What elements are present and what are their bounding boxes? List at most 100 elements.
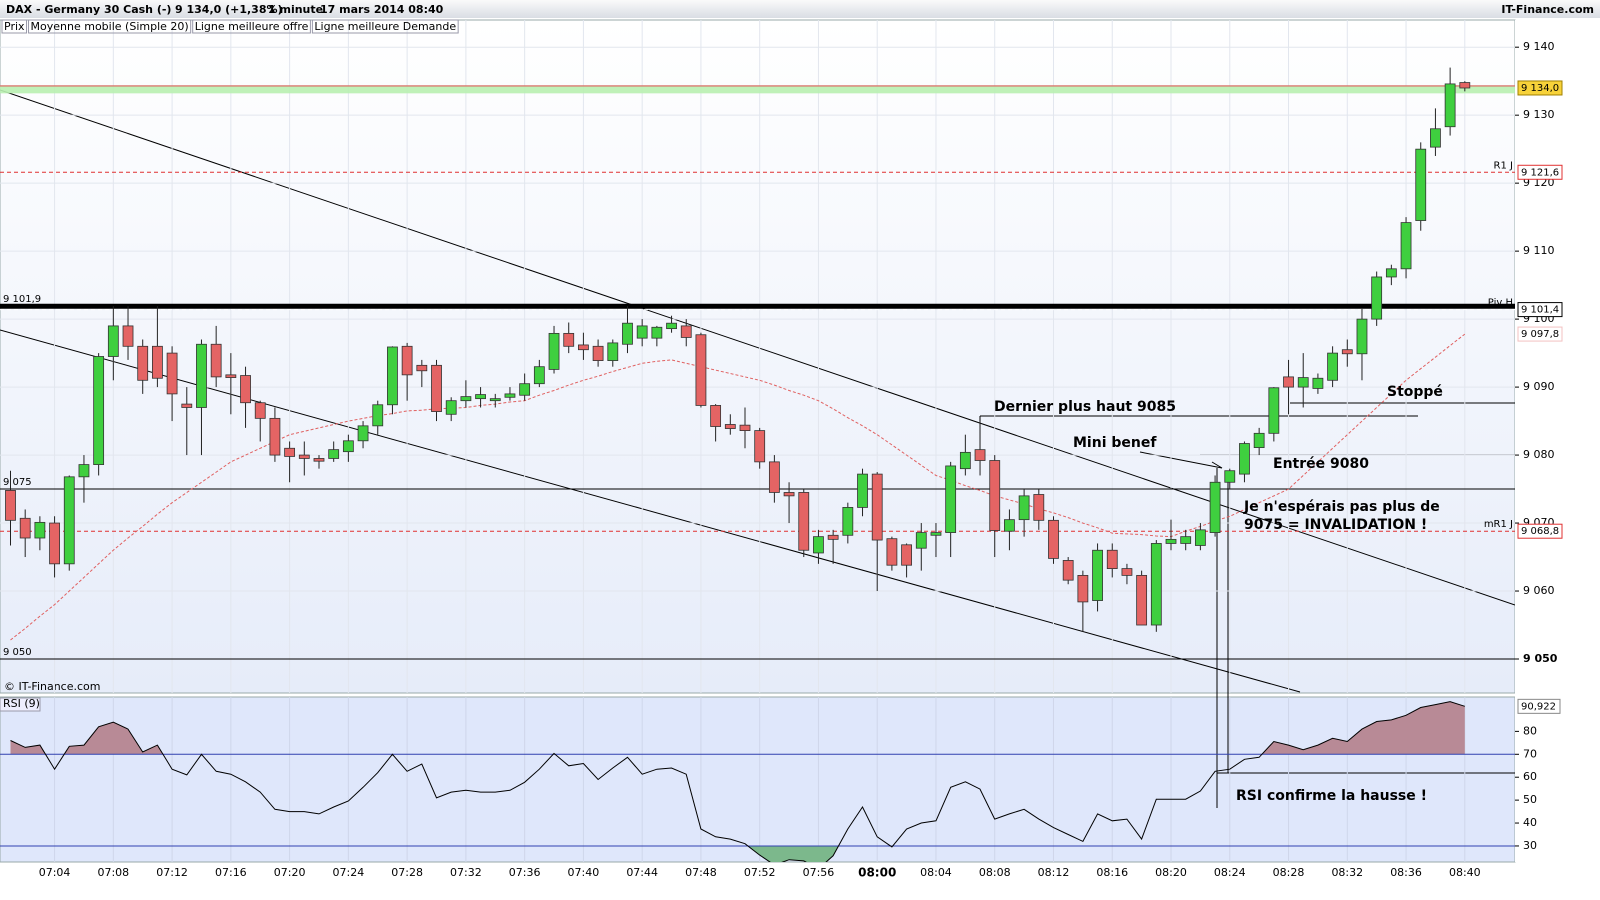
level-label: 9 101,9 xyxy=(3,294,41,305)
x-tick-label: 08:20 xyxy=(1155,866,1187,879)
rsi-tick-label: 30 xyxy=(1523,839,1537,852)
candle-body xyxy=(548,332,560,370)
candle-body xyxy=(1341,349,1353,355)
candle-body xyxy=(1165,538,1177,544)
candle-body xyxy=(298,454,310,459)
candle-body xyxy=(798,492,810,551)
candle-body xyxy=(930,532,942,536)
pivot-label: 9 121,6 xyxy=(1521,167,1559,178)
rsi-tick-label: 70 xyxy=(1523,747,1537,760)
x-tick-label: 07:20 xyxy=(274,866,306,879)
candle-body xyxy=(1239,443,1250,475)
candle-body xyxy=(166,352,178,395)
moving-average xyxy=(10,333,1466,641)
candle-body xyxy=(563,332,575,347)
x-tick-label: 07:52 xyxy=(744,866,776,879)
candle-body xyxy=(1385,268,1397,278)
candle-body xyxy=(93,356,105,465)
candle-body xyxy=(1268,387,1280,434)
pivot-name: R1 J xyxy=(1494,160,1513,171)
candle-body xyxy=(1327,352,1338,381)
rsi-layer xyxy=(0,697,1515,862)
candle-body xyxy=(210,343,222,378)
candle-body xyxy=(372,404,384,427)
candle-body xyxy=(578,344,589,351)
candle-body xyxy=(328,449,340,459)
x-tick-label: 07:08 xyxy=(97,866,129,879)
candle-body xyxy=(34,521,46,539)
pivot-box xyxy=(1517,164,1563,180)
candle-body xyxy=(1312,377,1324,389)
rsi-tick-label: 50 xyxy=(1523,793,1537,806)
x-tick-label: 07:44 xyxy=(626,866,658,879)
legend-box xyxy=(311,19,459,34)
candle-body xyxy=(1121,568,1133,576)
y-tick-label: 9 140 xyxy=(1523,40,1555,53)
candle-body xyxy=(1283,376,1294,388)
rsi-line xyxy=(10,701,1465,862)
candle-body xyxy=(1415,148,1427,221)
x-tick-label: 08:40 xyxy=(1449,866,1481,879)
candle-body xyxy=(666,322,677,330)
candle-body xyxy=(813,536,824,554)
candle-body xyxy=(1209,481,1221,533)
candle-body xyxy=(504,393,516,398)
candle-body xyxy=(1356,318,1368,355)
candle-body xyxy=(475,394,486,400)
candle-body xyxy=(651,326,663,339)
annotation-arrow xyxy=(1211,461,1223,469)
candle-body xyxy=(827,534,839,540)
pivot-name: Piv H xyxy=(1488,298,1513,309)
candle-body xyxy=(1194,529,1206,546)
x-tick-label: 08:08 xyxy=(979,866,1011,879)
candle-body xyxy=(1371,276,1383,320)
candle-body xyxy=(1400,222,1412,270)
candle-body xyxy=(533,366,545,385)
candle-body xyxy=(1430,128,1441,148)
legend-entry: Ligne meilleure offre xyxy=(195,20,309,33)
rsi-overbought-fill xyxy=(10,701,1465,755)
trend-line xyxy=(0,89,1515,606)
candle-body xyxy=(137,345,149,381)
annotation: Mini benef xyxy=(1073,435,1157,451)
candle-body xyxy=(1180,536,1192,544)
y-tick-label: 9 080 xyxy=(1523,448,1555,461)
candle-body xyxy=(592,345,604,361)
date: 17 mars 2014 08:40 xyxy=(320,3,444,16)
annotation: 9075 = INVALIDATION ! xyxy=(1244,517,1427,533)
x-tick-label: 08:00 xyxy=(858,866,896,880)
level-label: 9 075 xyxy=(3,477,32,488)
legend-entry: Prix xyxy=(4,20,25,33)
pivot-box xyxy=(1517,523,1563,539)
candle-body xyxy=(783,492,795,497)
candle-body xyxy=(1106,549,1118,569)
candle-body xyxy=(196,343,207,408)
candle-body xyxy=(1077,574,1089,603)
candle-body xyxy=(387,346,398,406)
legend-entry: Moyenne mobile (Simple 20) xyxy=(31,20,189,33)
candle-body xyxy=(871,473,883,541)
y-tick-label: 9 130 xyxy=(1523,108,1555,121)
candle-body xyxy=(401,345,413,376)
watermark: © IT-Finance.com xyxy=(4,680,101,693)
candle-body xyxy=(1033,494,1045,521)
rsi-tick-label: 40 xyxy=(1523,816,1537,829)
header-price: 9 134,0 (+1,38%) xyxy=(175,3,283,16)
candle-body xyxy=(724,424,736,429)
candle-body xyxy=(1018,495,1030,521)
y-tick-label: 9 050 xyxy=(1523,652,1558,665)
legend-entry: Ligne meilleure Demande xyxy=(314,20,456,33)
candle-body xyxy=(431,364,442,412)
x-tick-label: 08:12 xyxy=(1038,866,1070,879)
candle-body xyxy=(607,342,619,361)
candle-body xyxy=(460,396,472,402)
candle-body xyxy=(489,398,501,402)
candle-body xyxy=(710,405,722,427)
candle-body xyxy=(49,522,60,565)
candle-body xyxy=(313,458,325,462)
candle-body xyxy=(519,383,531,396)
annotation: Je n'espérais pas plus de xyxy=(1243,499,1440,515)
x-tick-label: 07:16 xyxy=(215,866,247,879)
candle-body xyxy=(857,473,868,508)
